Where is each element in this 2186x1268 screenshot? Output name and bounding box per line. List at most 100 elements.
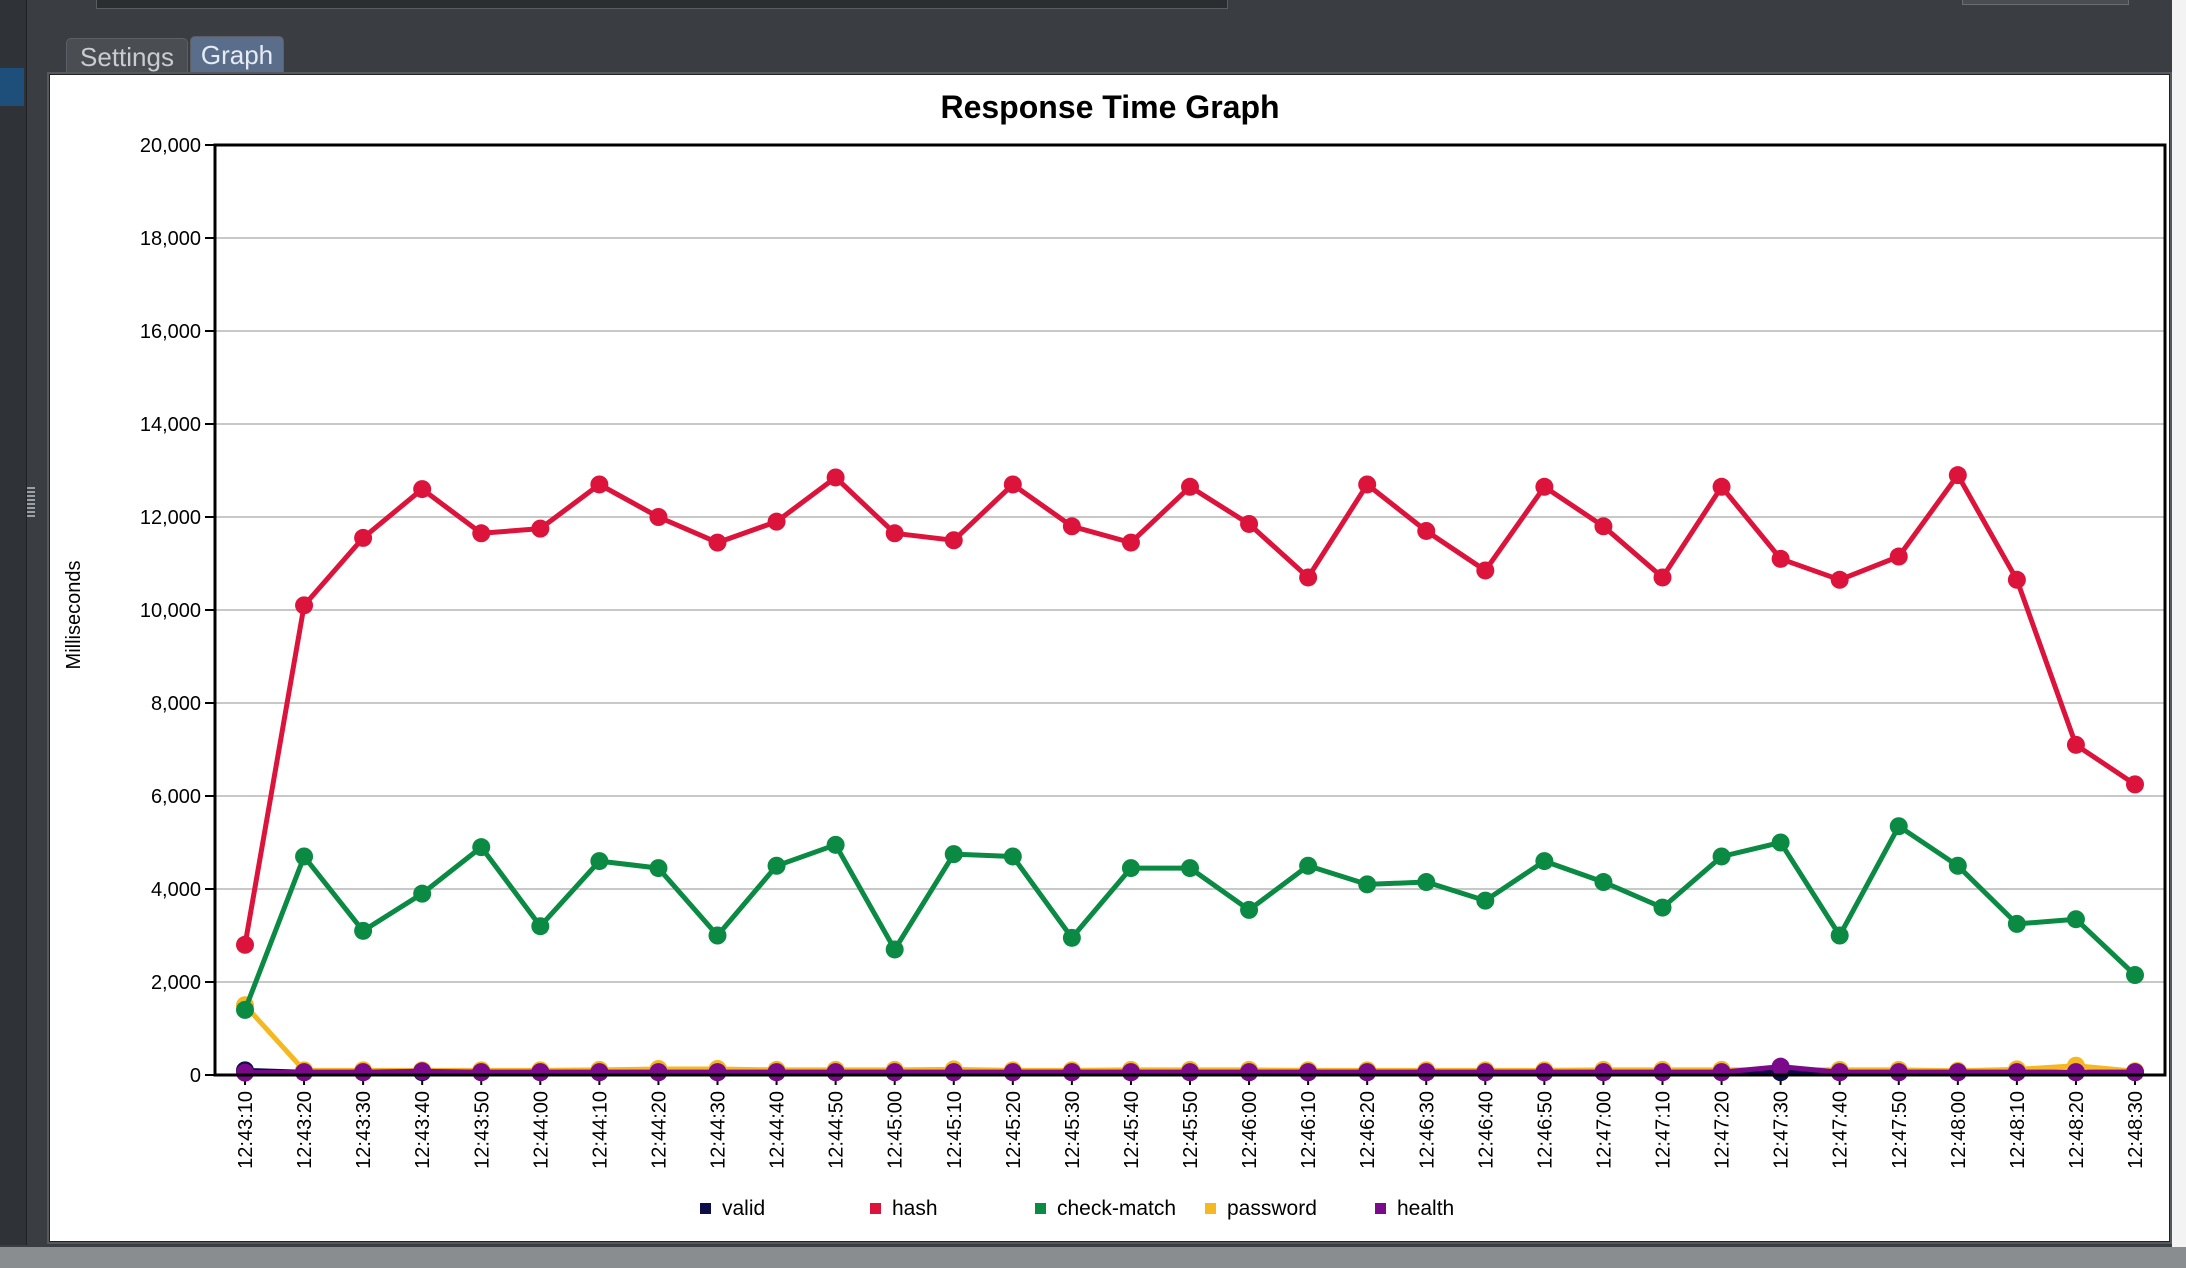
data-point-hash: [1240, 514, 1259, 533]
x-tick-label: 12:46:50: [1534, 1091, 1556, 1169]
data-point-hash: [649, 508, 668, 526]
legend-label-check-match: check-match: [1057, 1197, 1176, 1220]
series-health: [236, 1057, 2144, 1082]
x-tick-label: 12:47:10: [1653, 1091, 1675, 1169]
top-text-field[interactable]: [96, 0, 1228, 9]
data-point-health: [590, 1063, 609, 1082]
data-point-hash: [472, 524, 491, 543]
data-point-health: [1948, 1063, 1967, 1082]
data-point-hash: [1535, 477, 1554, 496]
data-point-health: [1476, 1063, 1495, 1082]
legend-swatch-password: [1205, 1203, 1216, 1214]
data-point-hash: [1594, 517, 1613, 536]
x-tick-label: 12:43:50: [471, 1091, 493, 1169]
data-point-health: [944, 1063, 963, 1082]
data-point-hash: [1062, 517, 1081, 536]
y-tick-label: 10,000: [140, 600, 201, 622]
data-point-hash: [1830, 570, 1849, 589]
series-check-match: [236, 817, 2144, 1019]
data-point-check-match: [2007, 914, 2026, 933]
data-point-hash: [1771, 549, 1790, 568]
data-point-check-match: [649, 859, 668, 878]
data-point-check-match: [531, 917, 550, 936]
data-point-hash: [1299, 568, 1318, 587]
x-tick-label: 12:45:20: [1003, 1091, 1025, 1169]
data-point-health: [236, 1063, 254, 1082]
data-point-hash: [1417, 521, 1436, 540]
data-point-check-match: [1240, 900, 1259, 919]
legend-label-health: health: [1397, 1197, 1454, 1220]
data-point-check-match: [1948, 856, 1967, 875]
data-point-health: [1712, 1063, 1731, 1082]
legend: valid hash check-match password health: [700, 1197, 1454, 1220]
y-tick-label: 2,000: [151, 972, 201, 994]
graph-panel: Response Time Graph Milliseconds 0 2,000 4…: [49, 74, 2170, 1242]
data-point-hash: [1948, 466, 1967, 485]
legend-swatch-valid: [700, 1203, 711, 1214]
y-axis-label: Milliseconds: [63, 561, 85, 670]
left-sidebar-strip: [0, 0, 27, 1245]
plot-area-border: [213, 143, 2167, 1077]
data-point-hash: [708, 533, 727, 552]
data-point-hash: [531, 519, 550, 538]
x-tick-label: 12:47:50: [1889, 1091, 1911, 1169]
legend-swatch-check-match: [1035, 1203, 1046, 1214]
data-point-hash: [1653, 568, 1672, 587]
y-tick-label: 6,000: [151, 786, 201, 808]
x-tick-label: 12:46:10: [1298, 1091, 1320, 1169]
x-tick-label: 12:47:00: [1593, 1091, 1615, 1169]
data-point-health: [767, 1063, 786, 1082]
resize-handle-area[interactable]: [0, 0, 40, 1245]
x-tick-label: 12:43:10: [235, 1091, 257, 1169]
x-tick-label: 12:48:20: [2066, 1091, 2088, 1169]
x-tick-label: 12:44:00: [530, 1091, 552, 1169]
data-point-check-match: [472, 838, 491, 857]
data-point-health: [1121, 1063, 1140, 1082]
data-point-health: [1594, 1063, 1613, 1082]
data-point-health: [649, 1063, 668, 1082]
x-tick-label: 12:44:50: [826, 1091, 848, 1169]
data-point-check-match: [1358, 875, 1377, 894]
legend-swatch-hash: [870, 1203, 881, 1214]
x-tick-label: 12:44:20: [648, 1091, 670, 1169]
x-tick-label: 12:45:50: [1180, 1091, 1202, 1169]
data-point-check-match: [708, 926, 727, 945]
data-point-hash: [1476, 561, 1495, 580]
tab-graph[interactable]: Graph: [190, 36, 284, 74]
data-point-check-match: [2126, 966, 2144, 985]
data-point-hash: [2007, 570, 2026, 589]
data-point-check-match: [1712, 847, 1731, 866]
data-point-check-match: [1417, 873, 1436, 892]
data-point-check-match: [2066, 910, 2085, 929]
data-point-check-match: [944, 845, 963, 864]
data-point-check-match: [767, 856, 786, 875]
data-point-hash: [944, 531, 963, 550]
y-tick-label: 12,000: [140, 507, 201, 529]
y-tick-label: 16,000: [140, 321, 201, 343]
resize-grip-icon[interactable]: [27, 487, 35, 517]
data-point-check-match: [236, 1000, 254, 1019]
legend-label-password: password: [1227, 1197, 1317, 1220]
legend-label-hash: hash: [892, 1197, 938, 1220]
data-point-hash: [1121, 533, 1140, 552]
data-point-check-match: [1121, 859, 1140, 878]
chart-title: Response Time Graph: [940, 89, 1279, 125]
y-axis-ticks: 0 2,000 4,000 6,000 8,000 10,000 12,000 14,000 1…: [140, 135, 215, 1087]
data-point-check-match: [1535, 852, 1554, 871]
data-point-check-match: [1181, 859, 1199, 878]
data-point-check-match: [1299, 856, 1318, 875]
x-tick-label: 12:46:20: [1357, 1091, 1379, 1169]
data-point-check-match: [413, 884, 432, 903]
x-tick-label: 12:47:40: [1830, 1091, 1852, 1169]
tab-settings[interactable]: Settings: [66, 38, 188, 76]
data-point-hash: [826, 468, 845, 487]
data-point-check-match: [295, 847, 314, 866]
x-tick-label: 12:46:30: [1416, 1091, 1438, 1169]
top-right-button[interactable]: [1962, 0, 2129, 5]
y-tick-label: 18,000: [140, 228, 201, 250]
x-tick-label: 12:46:00: [1239, 1091, 1261, 1169]
data-point-health: [531, 1063, 550, 1082]
y-tick-label: 14,000: [140, 414, 201, 436]
data-point-check-match: [885, 940, 904, 959]
data-point-hash: [236, 935, 254, 954]
